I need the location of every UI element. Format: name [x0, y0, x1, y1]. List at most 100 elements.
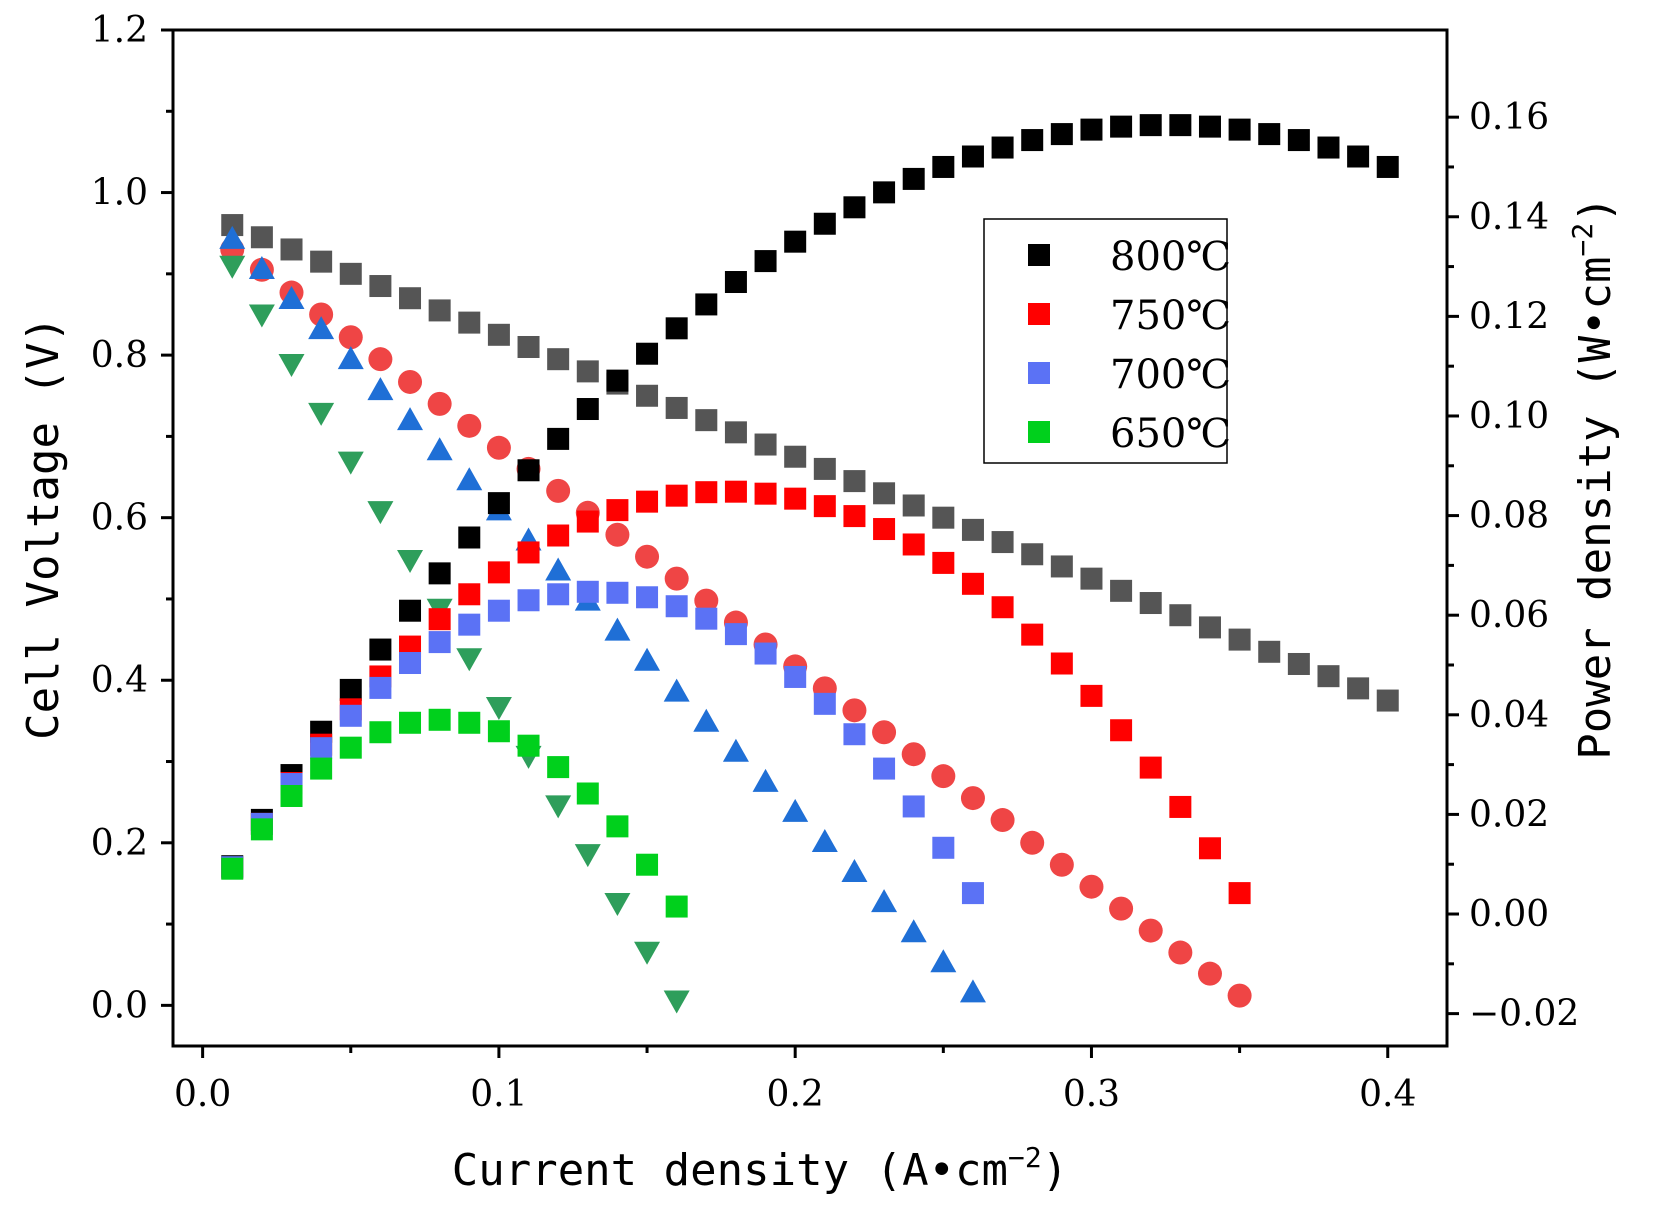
data-point — [991, 531, 1014, 554]
legend-box — [983, 218, 1228, 464]
data-point — [900, 919, 927, 943]
data-point — [487, 492, 510, 515]
data-point — [1347, 677, 1370, 700]
data-point — [782, 798, 809, 822]
data-point — [547, 583, 570, 606]
left-y-tick-label: 1.2 — [91, 10, 148, 51]
data-point — [369, 638, 392, 661]
left-y-tick-label: 1.0 — [91, 173, 148, 214]
data-point — [1110, 719, 1133, 742]
data-point — [665, 895, 688, 918]
legend-marker-750 — [1028, 303, 1050, 325]
data-point — [1347, 145, 1370, 168]
data-point — [902, 533, 925, 556]
series-4 — [221, 114, 1399, 878]
data-point — [665, 595, 688, 618]
right-y-tick-label: 0.02 — [1469, 794, 1549, 835]
data-point — [1198, 115, 1221, 138]
data-point — [1258, 123, 1281, 146]
data-point — [1198, 837, 1221, 860]
data-point — [576, 580, 599, 603]
data-point — [1110, 579, 1133, 602]
data-point — [932, 551, 955, 574]
data-point — [219, 255, 246, 279]
data-point — [842, 698, 867, 723]
data-point — [1197, 961, 1222, 986]
series-layer — [219, 114, 1399, 1014]
data-point — [695, 481, 718, 504]
data-point — [843, 470, 866, 493]
data-point — [1021, 623, 1044, 646]
right-y-axis-title: Power density (W•cm−2) — [1566, 196, 1621, 760]
data-point — [724, 421, 747, 444]
right-y-tick-label: 0.16 — [1469, 97, 1549, 138]
data-point — [547, 756, 570, 779]
data-point — [991, 596, 1014, 619]
data-point — [605, 522, 630, 547]
data-point — [486, 435, 511, 460]
data-point — [754, 250, 777, 273]
data-point — [1169, 604, 1192, 627]
data-point — [784, 487, 807, 510]
plot-frame — [171, 28, 1449, 1048]
data-point — [485, 697, 512, 721]
data-point — [931, 764, 956, 789]
right-y-tick-label: 0.14 — [1469, 197, 1549, 238]
data-point — [369, 721, 392, 744]
data-point — [695, 409, 718, 432]
legend-marker-700 — [1028, 362, 1050, 384]
x-tick-label: 0.2 — [767, 1074, 824, 1115]
data-point — [1021, 543, 1044, 566]
data-point — [517, 541, 540, 564]
data-point — [784, 230, 807, 253]
data-point — [428, 608, 451, 631]
data-point — [693, 708, 720, 732]
data-point — [457, 413, 482, 438]
data-point — [663, 990, 690, 1014]
data-point — [1050, 652, 1073, 675]
data-point — [1139, 756, 1162, 779]
data-point — [576, 782, 599, 805]
data-point — [843, 196, 866, 219]
data-point — [337, 451, 364, 475]
data-point — [397, 407, 424, 431]
data-point — [1139, 114, 1162, 137]
data-point — [991, 136, 1014, 159]
data-point — [695, 607, 718, 630]
data-point — [1169, 114, 1192, 137]
data-point — [248, 304, 275, 328]
data-point — [606, 499, 629, 522]
data-point — [427, 391, 452, 416]
data-point — [428, 708, 451, 731]
data-point — [517, 335, 540, 358]
data-point — [1287, 129, 1310, 152]
data-point — [1317, 136, 1340, 159]
data-point — [841, 859, 868, 883]
legend: 800℃ 750℃ 700℃ 650℃ — [983, 218, 1231, 464]
data-point — [517, 734, 540, 757]
data-point — [308, 402, 335, 426]
data-point — [456, 648, 483, 672]
data-point — [813, 212, 836, 235]
data-point — [339, 678, 362, 701]
data-point — [1050, 555, 1073, 578]
data-point — [873, 757, 896, 780]
data-point — [930, 949, 957, 973]
data-point — [426, 437, 453, 461]
data-point — [280, 238, 303, 261]
series-7 — [221, 708, 688, 918]
data-point — [873, 482, 896, 505]
legend-label-650: 650℃ — [1110, 411, 1231, 457]
data-point — [634, 941, 661, 965]
data-point — [932, 836, 955, 859]
data-point — [636, 490, 659, 513]
data-point — [310, 757, 333, 780]
left-y-tick-label: 0.4 — [91, 660, 148, 701]
data-point — [724, 271, 747, 294]
data-point — [636, 342, 659, 365]
data-point — [547, 427, 570, 450]
data-point — [961, 572, 984, 595]
data-point — [724, 623, 747, 646]
data-point — [811, 828, 838, 852]
data-point — [545, 795, 572, 819]
